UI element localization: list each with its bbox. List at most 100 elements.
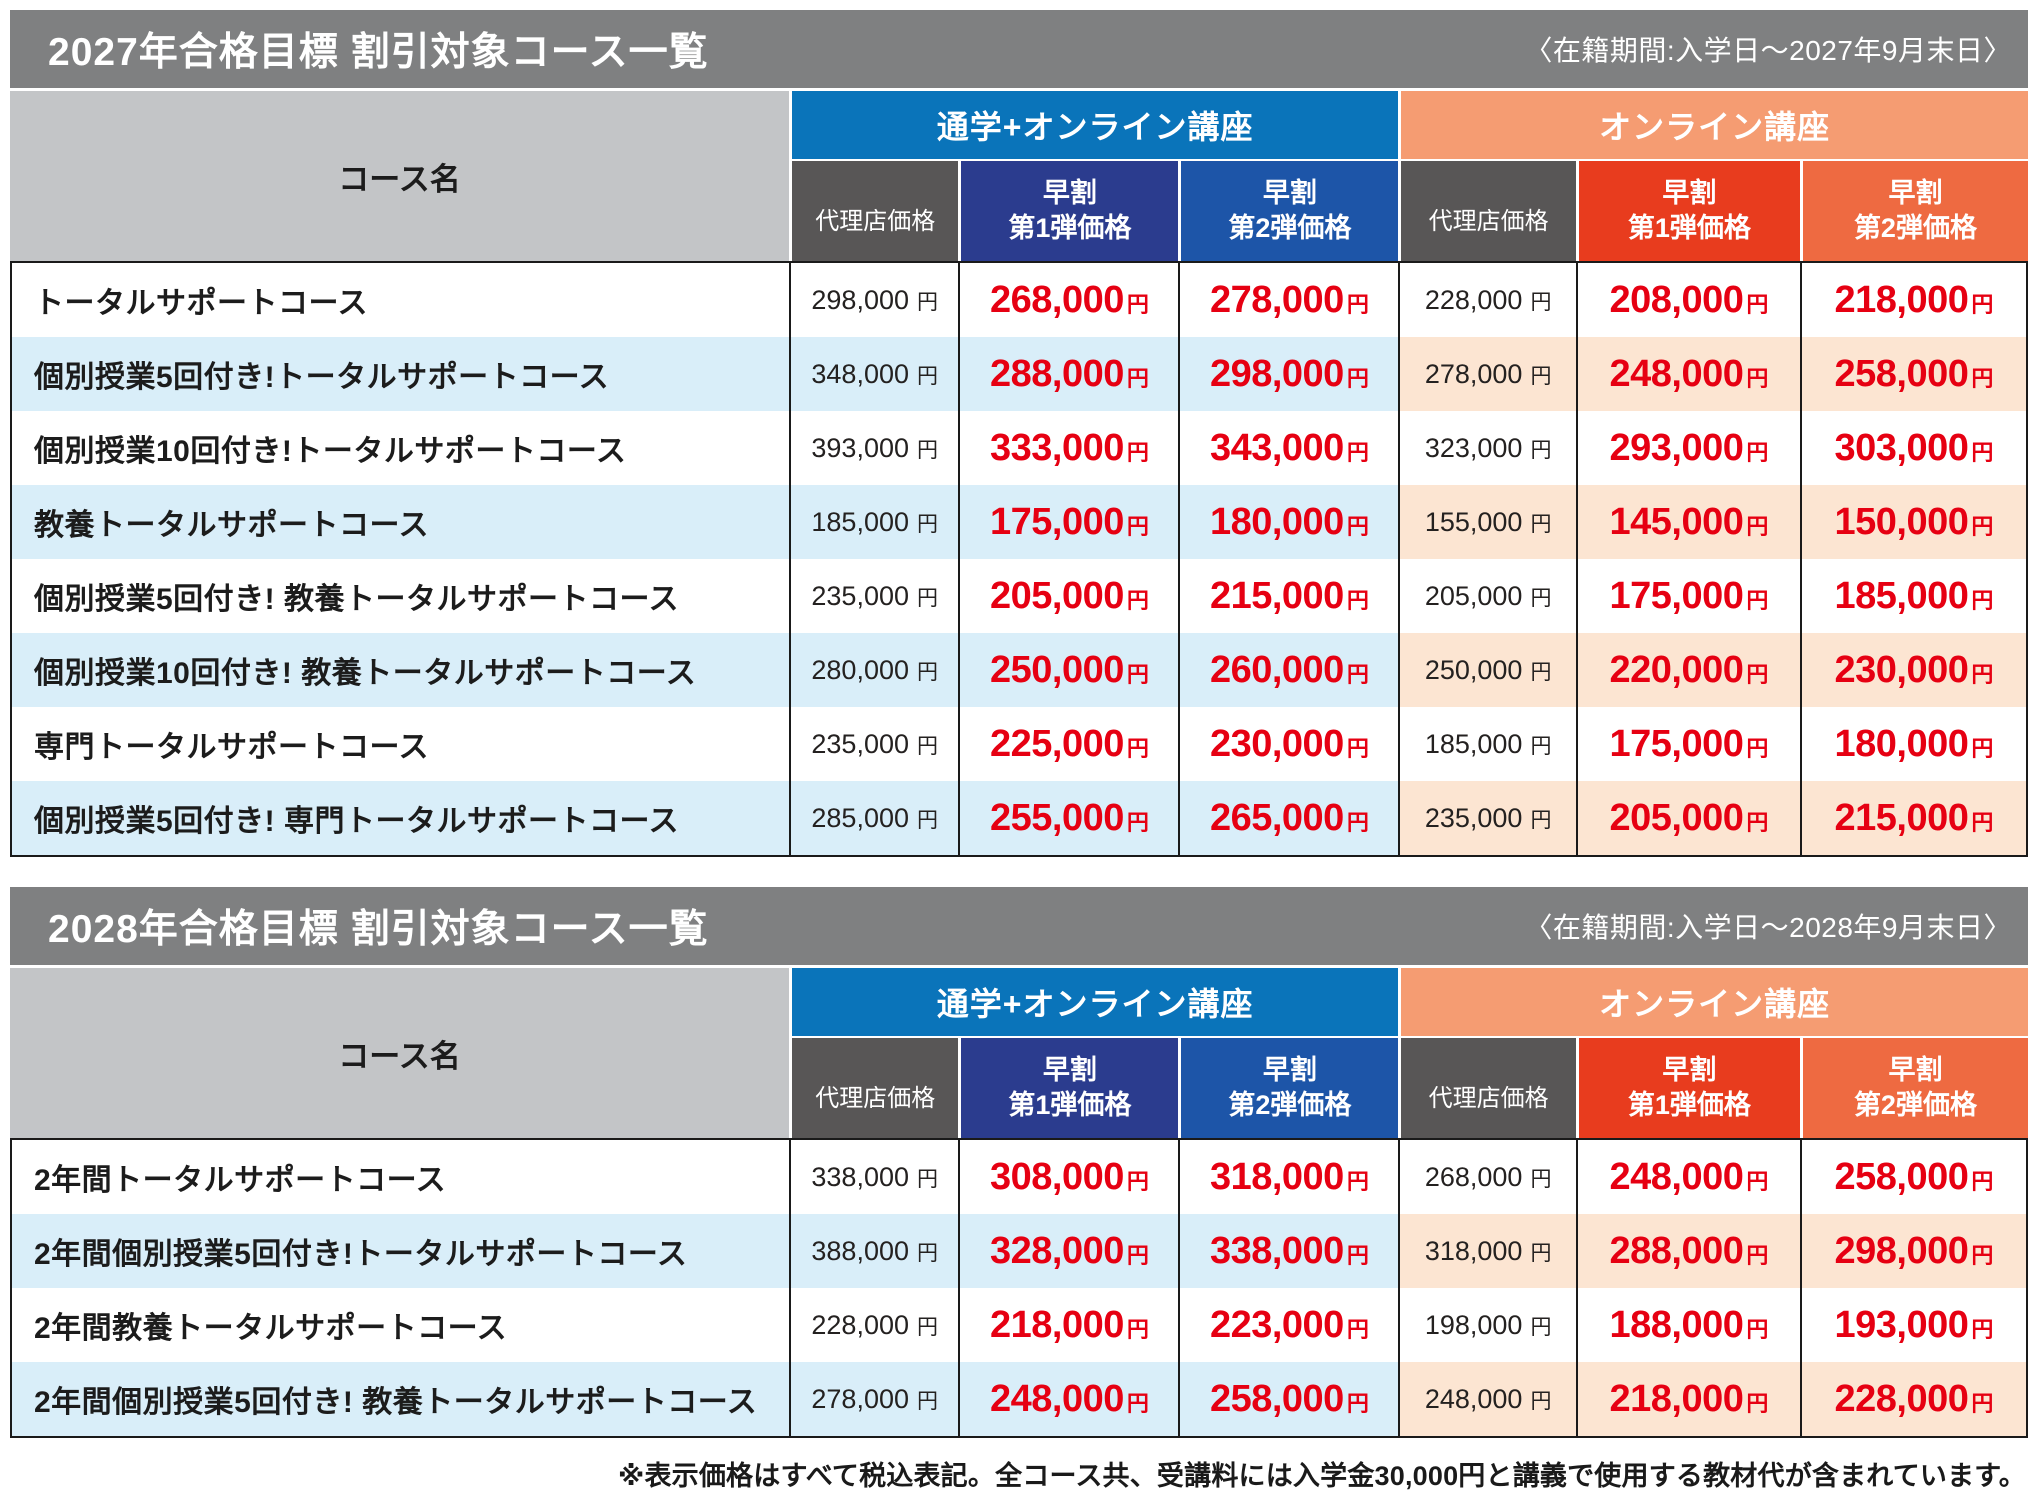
footnote: ※表示価格はすべて税込表記。全コース共、受講料には入学金30,000円と講義で使… (618, 1461, 2026, 1491)
course-name-cell: 専門トータルサポートコース (10, 707, 789, 781)
early-discount-price-cell: 328,000 円 (958, 1214, 1179, 1288)
course-column-header: コース名 (10, 91, 789, 261)
price-value: 198,000 (1424, 1309, 1523, 1340)
early-discount-price-cell: 343,000 円 (1178, 411, 1399, 485)
col-header-early-discount-1: 早割 第1弾価格 (958, 1038, 1179, 1138)
table-title-band: 2028年合格目標 割引対象コース一覧 〈在籍期間:入学日〜2028年9月末日〉 (10, 887, 2028, 965)
currency-suffix: 円 (1346, 735, 1369, 761)
price-value: 205,000 (1424, 580, 1523, 611)
col-header-agency-price: 代理店価格 (788, 161, 959, 261)
price-value: 318,000 (1209, 1155, 1344, 1198)
early-discount-price-cell: 215,000 円 (1799, 781, 2028, 857)
early-discount-price-cell: 288,000 円 (1575, 1214, 1800, 1288)
agency-price-cell: 228,000 円 (1398, 261, 1576, 337)
early-discount-price-cell: 248,000 円 (1575, 1138, 1800, 1214)
currency-suffix: 円 (1746, 291, 1769, 317)
agency-price-cell: 248,000 円 (1398, 1362, 1576, 1438)
price-value: 205,000 (1609, 796, 1744, 839)
price-value: 258,000 (1834, 1155, 1969, 1198)
price-value: 230,000 (1834, 648, 1969, 691)
early-discount-price-cell: 250,000 円 (958, 633, 1179, 707)
early-discount-price-cell: 258,000 円 (1178, 1362, 1399, 1438)
currency-suffix: 円 (1346, 661, 1369, 687)
currency-suffix: 円 (1530, 1315, 1552, 1339)
early-discount-price-cell: 260,000 円 (1178, 633, 1399, 707)
price-value: 328,000 (989, 1229, 1124, 1272)
early-discount-price-cell: 293,000 円 (1575, 411, 1800, 485)
currency-suffix: 円 (1971, 439, 1994, 465)
price-value: 145,000 (1609, 500, 1744, 543)
price-value: 308,000 (989, 1155, 1124, 1198)
price-value: 175,000 (989, 500, 1124, 543)
price-value: 220,000 (1609, 648, 1744, 691)
agency-price-cell: 318,000 円 (1398, 1214, 1576, 1288)
price-table: コース名 通学+オンライン講座 オンライン講座 代理店価格 早割 第1弾価格 早… (10, 91, 2028, 857)
price-table-2027: 2027年合格目標 割引対象コース一覧 〈在籍期間:入学日〜2027年9月末日〉… (10, 10, 2028, 857)
price-value: 150,000 (1834, 500, 1969, 543)
price-value: 393,000 (811, 432, 909, 463)
early-discount-price-cell: 220,000 円 (1575, 633, 1800, 707)
currency-suffix: 円 (1971, 291, 1994, 317)
table-row: 個別授業10回付き!トータルサポートコース 393,000 円 333,000 円 343… (10, 411, 2028, 485)
agency-price-cell: 235,000 円 (1398, 781, 1576, 857)
price-value: 288,000 (989, 352, 1124, 395)
group-header-online: オンライン講座 (1398, 91, 2028, 161)
currency-suffix: 円 (1126, 587, 1149, 613)
course-name-cell: 2年間個別授業5回付き! 教養トータルサポートコース (10, 1362, 789, 1438)
price-value: 235,000 (811, 580, 909, 611)
early-discount-price-cell: 175,000 円 (1575, 707, 1800, 781)
early-discount-price-cell: 175,000 円 (958, 485, 1179, 559)
group-header-commute-plus-online: 通学+オンライン講座 (788, 91, 1399, 161)
early-discount-price-cell: 230,000 円 (1178, 707, 1399, 781)
currency-suffix: 円 (1746, 661, 1769, 687)
currency-suffix: 円 (1971, 1168, 1994, 1194)
early-discount-price-cell: 338,000 円 (1178, 1214, 1399, 1288)
currency-suffix: 円 (917, 660, 938, 684)
early-discount-price-cell: 333,000 円 (958, 411, 1179, 485)
price-value: 248,000 (1424, 1383, 1523, 1414)
currency-suffix: 円 (1971, 735, 1994, 761)
price-table-2028: 2028年合格目標 割引対象コース一覧 〈在籍期間:入学日〜2028年9月末日〉… (10, 887, 2028, 1438)
course-name-cell: 個別授業5回付き! 教養トータルサポートコース (10, 559, 789, 633)
col-header-early-discount-2: 早割 第2弾価格 (1799, 1038, 2028, 1138)
currency-suffix: 円 (917, 1241, 938, 1265)
early-discount-price-cell: 298,000 円 (1178, 337, 1399, 411)
currency-suffix: 円 (1746, 735, 1769, 761)
col-header-early-discount-1: 早割 第1弾価格 (1575, 1038, 1800, 1138)
price-value: 268,000 (1424, 1161, 1523, 1192)
price-value: 248,000 (1609, 352, 1744, 395)
price-value: 333,000 (989, 426, 1124, 469)
price-value: 230,000 (1209, 722, 1344, 765)
course-name-cell: 個別授業5回付き!トータルサポートコース (10, 337, 789, 411)
early-discount-price-cell: 225,000 円 (958, 707, 1179, 781)
early-discount-price-cell: 175,000 円 (1575, 559, 1800, 633)
currency-suffix: 円 (1746, 587, 1769, 613)
early-discount-price-cell: 298,000 円 (1799, 1214, 2028, 1288)
course-name-cell: 教養トータルサポートコース (10, 485, 789, 559)
early-discount-price-cell: 150,000 円 (1799, 485, 2028, 559)
currency-suffix: 円 (917, 512, 938, 536)
price-value: 265,000 (1209, 796, 1344, 839)
early-discount-price-cell: 193,000 円 (1799, 1288, 2028, 1362)
col-header-early-discount-2: 早割 第2弾価格 (1799, 161, 2028, 261)
price-value: 228,000 (1424, 284, 1523, 315)
early-discount-price-cell: 228,000 円 (1799, 1362, 2028, 1438)
price-value: 338,000 (1209, 1229, 1344, 1272)
early-discount-price-cell: 218,000 円 (1799, 261, 2028, 337)
currency-suffix: 円 (1530, 1167, 1552, 1191)
price-value: 218,000 (1609, 1377, 1744, 1420)
early-discount-price-cell: 258,000 円 (1799, 337, 2028, 411)
agency-price-cell: 235,000 円 (788, 559, 959, 633)
price-value: 193,000 (1834, 1303, 1969, 1346)
col-header-early-discount-2: 早割 第2弾価格 (1178, 161, 1399, 261)
currency-suffix: 円 (1346, 1390, 1369, 1416)
col-header-agency-price: 代理店価格 (1398, 161, 1576, 261)
price-value: 343,000 (1209, 426, 1344, 469)
table-title: 2028年合格目標 割引対象コース一覧 (48, 908, 709, 951)
table-title: 2027年合格目標 割引対象コース一覧 (48, 31, 709, 74)
col-header-agency-price: 代理店価格 (788, 1038, 959, 1138)
currency-suffix: 円 (1971, 809, 1994, 835)
price-value: 218,000 (1834, 278, 1969, 321)
price-value: 298,000 (811, 284, 909, 315)
currency-suffix: 円 (1346, 809, 1369, 835)
